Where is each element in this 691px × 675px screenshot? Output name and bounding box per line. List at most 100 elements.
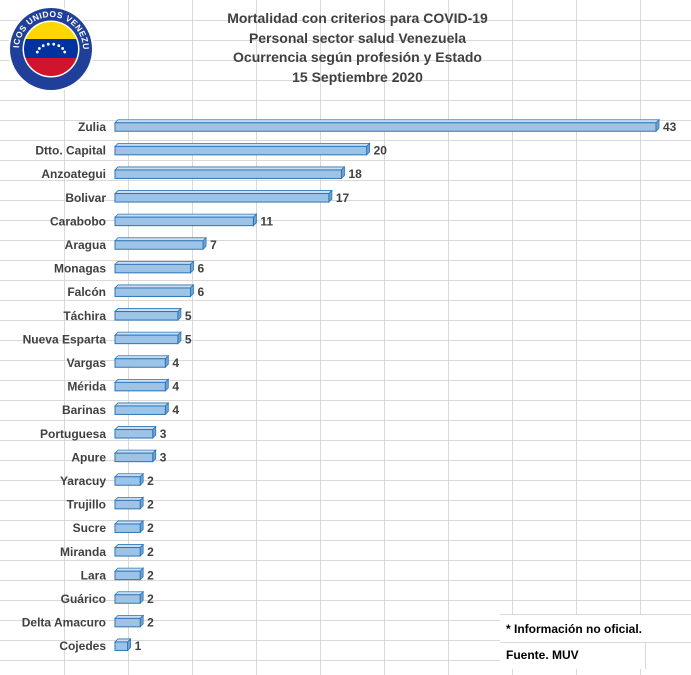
- bar: [114, 425, 157, 440]
- sheet-gridline: [0, 180, 691, 181]
- title-line-2: Personal sector salud Venezuela: [248, 29, 467, 46]
- bar: [114, 614, 145, 628]
- sheet-gridline: [0, 340, 691, 341]
- bar: [114, 142, 371, 156]
- category-label: Apure: [71, 450, 106, 464]
- bar: [114, 118, 660, 133]
- bar: [114, 449, 157, 463]
- disclaimer-note: * Información no oficial.: [506, 622, 643, 636]
- sheet-gridline: [512, 0, 513, 675]
- source-note: Fuente. MUV: [506, 648, 579, 662]
- category-label: Carabobo: [50, 214, 106, 228]
- sheet-gridline: [0, 300, 691, 301]
- flag-star-icon: [61, 47, 65, 50]
- sheet-gridline: [0, 100, 691, 101]
- sheet-gridline: [320, 0, 321, 675]
- value-label: 1: [135, 639, 142, 653]
- value-label: 7: [210, 238, 217, 252]
- sheet-gridline: [0, 20, 691, 21]
- notes-box: * Información no oficial. Fuente. MUV: [500, 614, 691, 669]
- sheet-gridline: [0, 560, 691, 561]
- title-line-1: Mortalidad con criterios para COVID-19: [227, 10, 488, 26]
- flag-star-icon: [37, 47, 41, 50]
- sheet-gridline: [640, 0, 641, 675]
- sheet-gridline: [0, 540, 691, 541]
- sheet-gridline: [0, 60, 691, 61]
- sheet-gridline: [0, 40, 691, 41]
- value-label: 4: [172, 403, 179, 417]
- value-label: 2: [147, 521, 154, 535]
- sheet-gridline: [0, 620, 691, 621]
- sheet-gridline: [0, 240, 691, 241]
- value-label: 18: [348, 167, 362, 181]
- notes-divider: [500, 642, 691, 643]
- sheet-gridline: [0, 220, 691, 221]
- bar: [114, 189, 333, 204]
- sheet-gridline: [0, 160, 691, 161]
- category-label: Yaracuy: [60, 474, 106, 488]
- sheet-gridline: [0, 320, 691, 321]
- bar: [114, 567, 145, 581]
- flag-star-icon: [35, 50, 39, 54]
- value-label: 5: [185, 309, 192, 323]
- category-label: Monagas: [54, 262, 106, 276]
- bar: [114, 307, 182, 322]
- category-label: Trujillo: [67, 498, 106, 512]
- bar: [114, 519, 145, 534]
- bar: [114, 401, 170, 416]
- bar: [114, 260, 195, 274]
- bar: [114, 543, 145, 558]
- value-label: 43: [663, 120, 677, 134]
- venezuela-flag-icon: [24, 22, 78, 76]
- sheet-gridline: [0, 280, 691, 281]
- category-label: Falcón: [67, 285, 106, 299]
- category-label: Táchira: [63, 309, 106, 323]
- value-label: 4: [172, 380, 179, 394]
- sheet-gridline: [0, 380, 691, 381]
- value-label: 5: [185, 332, 192, 346]
- sheet-gridline: [0, 480, 691, 481]
- sheet-gridline: [0, 580, 691, 581]
- flag-star-icon: [57, 44, 61, 48]
- title-line-3: Ocurrencia según profesión y Estado: [233, 49, 482, 65]
- notes-column-line: [645, 642, 646, 669]
- medicos-unidos-logo: MEDICOS UNIDOS VENEZUELA: [7, 5, 94, 92]
- sheet-gridline: [192, 0, 193, 675]
- bar: [114, 236, 208, 251]
- bar: [114, 472, 145, 487]
- category-label: Zulia: [78, 120, 106, 134]
- sheet-gridline: [0, 500, 691, 501]
- category-label: Miranda: [60, 545, 106, 559]
- value-label: 2: [147, 498, 154, 512]
- sheet-gridline: [64, 0, 65, 675]
- category-label: Sucre: [73, 521, 107, 535]
- chart-title: Mortalidad con criterios para COVID-19 P…: [130, 9, 585, 87]
- bar: [114, 590, 145, 605]
- category-label: Barinas: [62, 403, 106, 417]
- sheet-gridline: [0, 360, 691, 361]
- sheet-gridline: [0, 140, 691, 141]
- flag-star-icon: [52, 42, 56, 46]
- category-label: Cojedes: [59, 639, 106, 653]
- sheet-gridline: [0, 260, 691, 261]
- value-label: 3: [160, 450, 167, 464]
- value-label: 17: [336, 191, 350, 205]
- category-label: Dtto. Capital: [35, 144, 106, 158]
- bar: [114, 283, 195, 298]
- category-label: Lara: [81, 568, 107, 582]
- sheet-gridline: [0, 600, 691, 601]
- bar: [114, 213, 258, 227]
- value-label: 4: [172, 356, 179, 370]
- category-label: Nueva Esparta: [23, 332, 107, 346]
- flag-star-icon: [46, 42, 50, 46]
- value-label: 2: [147, 616, 154, 630]
- category-label: Anzoategui: [41, 167, 106, 181]
- title-line-4: 15 Septiembre 2020: [292, 68, 423, 85]
- sheet-gridline: [256, 0, 257, 675]
- bar: [114, 165, 346, 180]
- sheet-gridline: [0, 400, 691, 401]
- category-label: Guárico: [61, 592, 106, 606]
- value-label: 3: [160, 427, 167, 441]
- sheet-gridline: [0, 660, 691, 661]
